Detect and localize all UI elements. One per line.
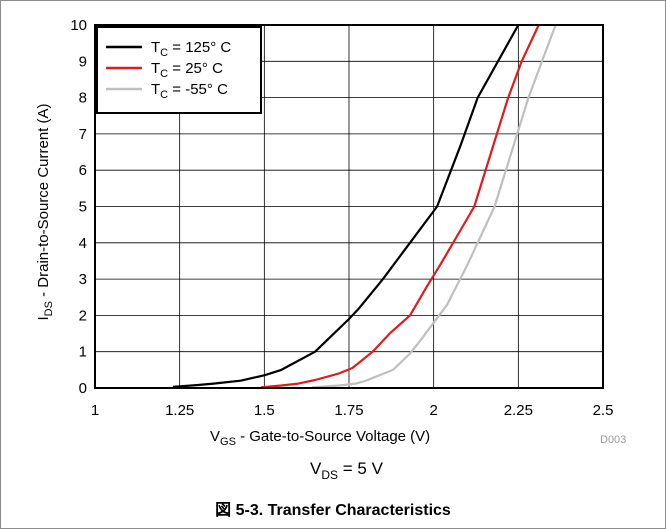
legend-label-3: TC = -55° C — [151, 81, 228, 101]
y-tick-label: 3 — [79, 271, 87, 288]
series-layer — [172, 24, 557, 389]
series-line-2 — [260, 24, 540, 389]
y-tick-label: 8 — [79, 90, 87, 107]
legend-label-1: TC = 125° C — [151, 39, 231, 59]
legend-label-2: TC = 25° C — [151, 60, 223, 80]
x-tick-label: 1 — [91, 402, 99, 419]
legend: TC = 125° CTC = 25° CTC = -55° C — [96, 26, 262, 114]
legend-box — [96, 26, 262, 114]
y-tick-label: 9 — [79, 53, 87, 70]
x-tick-label: 2 — [429, 402, 437, 419]
x-tick-label: 2.5 — [593, 402, 614, 419]
x-axis-label: VGS - Gate-to-Source Voltage (V) — [210, 428, 430, 448]
figure-code: D003 — [600, 434, 626, 446]
y-tick-label: 6 — [79, 162, 87, 179]
series-line-3 — [311, 24, 557, 389]
x-tick-label: 1.25 — [165, 402, 194, 419]
x-tick-labels: 1 1.25 1.5 1.75 2 2.25 2.5 — [91, 402, 614, 419]
figure-caption: 図 5-3. Transfer Characteristics — [215, 501, 451, 519]
y-tick-label: 7 — [79, 126, 87, 143]
x-tick-label: 2.25 — [504, 402, 533, 419]
y-tick-labels: 0 1 2 3 4 5 6 7 8 9 10 — [70, 17, 87, 397]
y-tick-label: 0 — [79, 380, 87, 397]
y-axis-label: IDS - Drain-to-Source Current (A) — [35, 103, 55, 320]
series-line-1 — [172, 24, 520, 388]
y-tick-label: 4 — [79, 235, 87, 252]
test-condition: VDS = 5 V — [310, 459, 384, 482]
x-tick-label: 1.5 — [254, 402, 275, 419]
y-tick-label: 1 — [79, 344, 87, 361]
y-tick-label: 10 — [70, 17, 87, 34]
y-tick-label: 5 — [79, 199, 87, 216]
plot-border — [94, 24, 604, 389]
y-tick-label: 2 — [79, 307, 87, 324]
x-tick-label: 1.75 — [334, 402, 363, 419]
